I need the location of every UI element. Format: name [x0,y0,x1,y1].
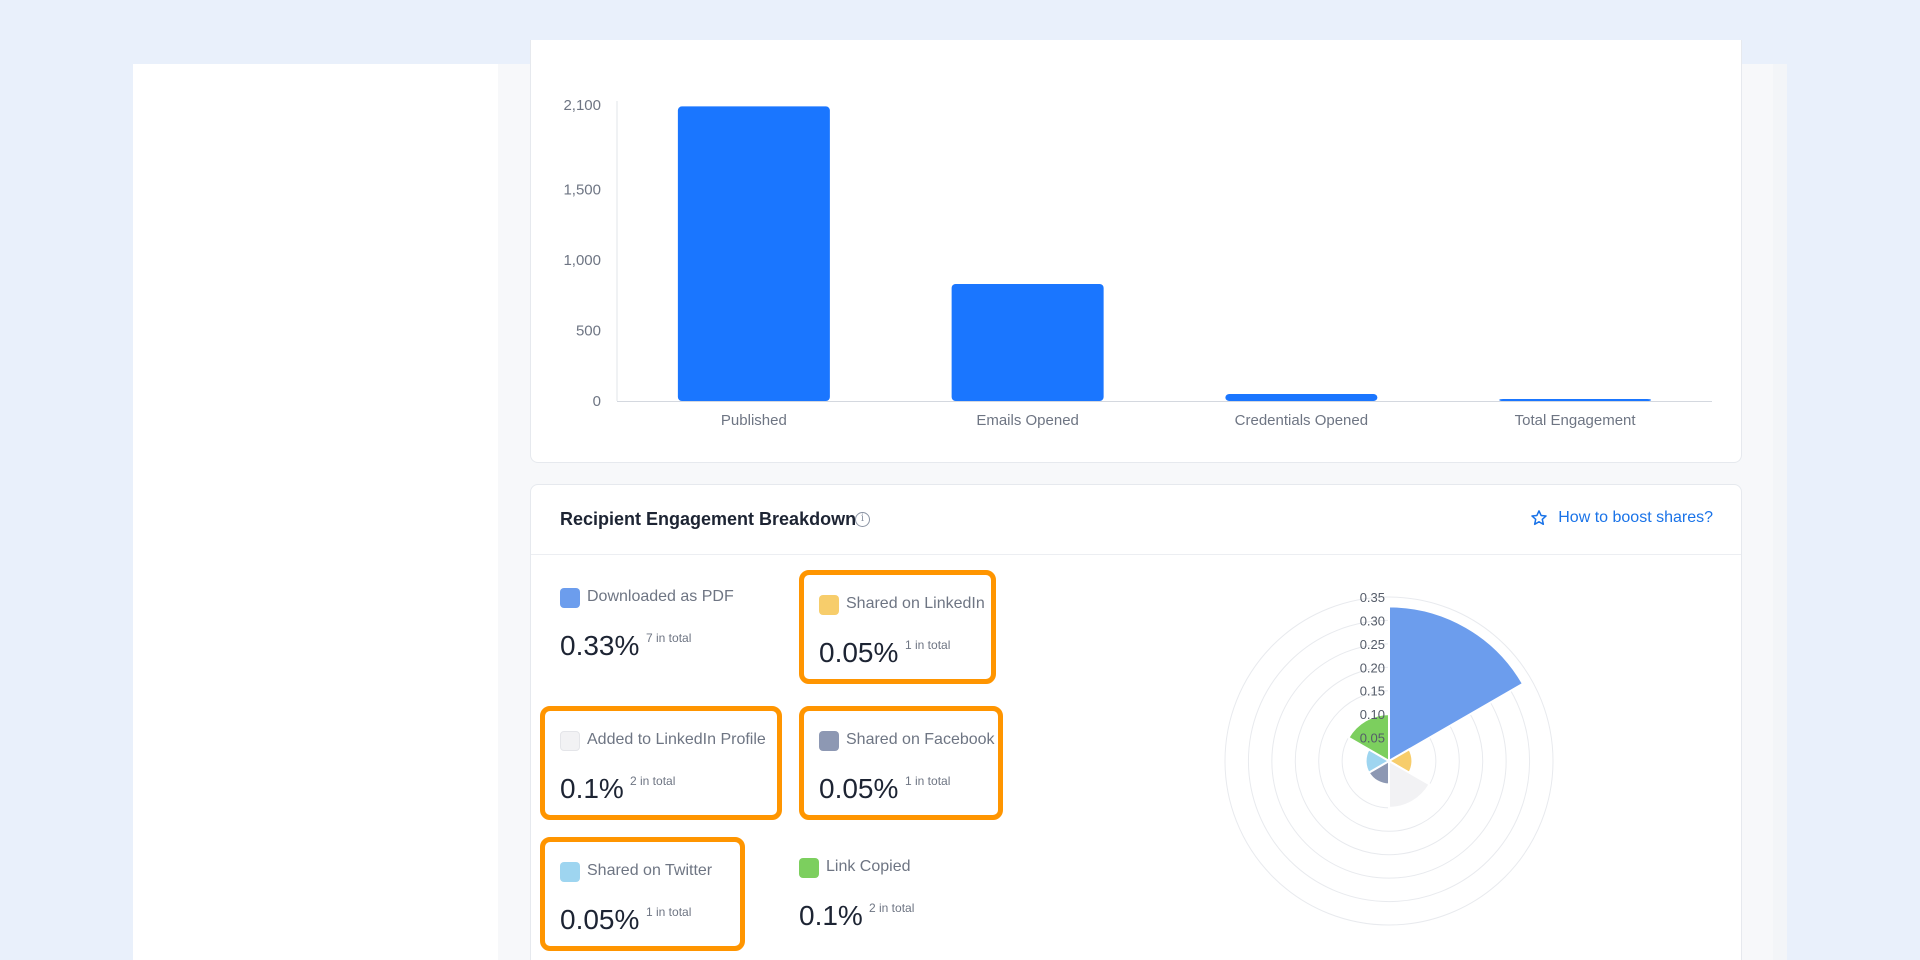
tile-percent: 0.1% [799,900,863,931]
how-to-boost-shares-link[interactable]: How to boost shares? [1530,509,1713,527]
tile-total: 1 in total [905,774,951,788]
tile-total: 1 in total [646,905,692,919]
radial-tick-label: 0.05 [1360,731,1385,746]
star-icon [1531,510,1548,526]
boost-link-label: How to boost shares? [1558,509,1713,526]
radial-tick-label: 0.30 [1360,613,1385,628]
polar-slice[interactable] [1347,713,1390,763]
card-header: Recipient Engagement Breakdown i How to … [531,485,1741,555]
legend-swatch [560,862,580,882]
y-tick-label: 500 [576,323,601,340]
polar-slice[interactable] [1388,759,1431,809]
y-tick-label: 1,500 [563,182,601,199]
engagement-breakdown-card: Recipient Engagement Breakdown i How to … [530,484,1742,960]
engagement-tile: Added to LinkedIn Profile 0.1% 2 in total [540,706,782,820]
tile-label: Shared on LinkedIn [846,595,985,612]
engagement-tile: Downloaded as PDF 0.33% 7 in total [560,580,780,690]
scrollbar-track[interactable] [1773,64,1787,960]
radial-tick-label: 0.25 [1360,637,1385,652]
x-tick-label: Emails Opened [976,412,1079,429]
bar[interactable] [677,106,830,402]
tile-total: 7 in total [646,631,692,645]
tile-label: Shared on Facebook [846,731,995,748]
radial-tick-label: 0.15 [1360,684,1385,699]
y-tick-label: 2,100 [563,97,601,114]
radial-tick-label: 0.35 [1360,590,1385,605]
bar[interactable] [1499,399,1652,401]
legend-swatch [799,858,819,878]
tile-total: 1 in total [905,638,951,652]
engagement-tile: Shared on Twitter 0.05% 1 in total [540,837,745,951]
tile-label: Downloaded as PDF [587,588,734,605]
tile-label: Link Copied [826,858,911,875]
y-tick-label: 1,000 [563,252,601,269]
radial-tick-label: 0.20 [1360,660,1385,675]
polar-slice[interactable] [1388,605,1525,763]
legend-swatch [819,731,839,751]
info-circle-icon[interactable]: i [855,512,870,527]
bar[interactable] [951,284,1104,401]
legend-swatch [560,731,580,751]
tile-percent: 0.05% [560,904,640,935]
tile-percent: 0.05% [819,637,899,668]
x-tick-label: Published [721,412,787,429]
engagement-tile: Shared on LinkedIn 0.05% 1 in total [799,570,996,684]
tile-percent: 0.05% [819,773,899,804]
tile-total: 2 in total [630,774,676,788]
legend-swatch [819,595,839,615]
bar[interactable] [1225,393,1378,401]
tile-percent: 0.1% [560,773,624,804]
engagement-tile: Shared on Facebook 0.05% 1 in total [799,706,1003,820]
tile-label: Added to LinkedIn Profile [587,731,766,748]
tile-percent: 0.33% [560,630,640,661]
card-title: Recipient Engagement Breakdown [560,509,857,529]
radial-grid-circle [1224,596,1554,926]
engagement-tile: Link Copied 0.1% 2 in total [799,850,1019,960]
legend-swatch [560,588,580,608]
tile-label: Shared on Twitter [587,862,713,879]
y-tick-label: 0 [593,393,601,410]
tile-total: 2 in total [869,901,915,915]
x-tick-label: Total Engagement [1515,412,1637,429]
radial-tick-label: 0.10 [1360,707,1385,722]
x-tick-label: Credentials Opened [1235,412,1368,429]
